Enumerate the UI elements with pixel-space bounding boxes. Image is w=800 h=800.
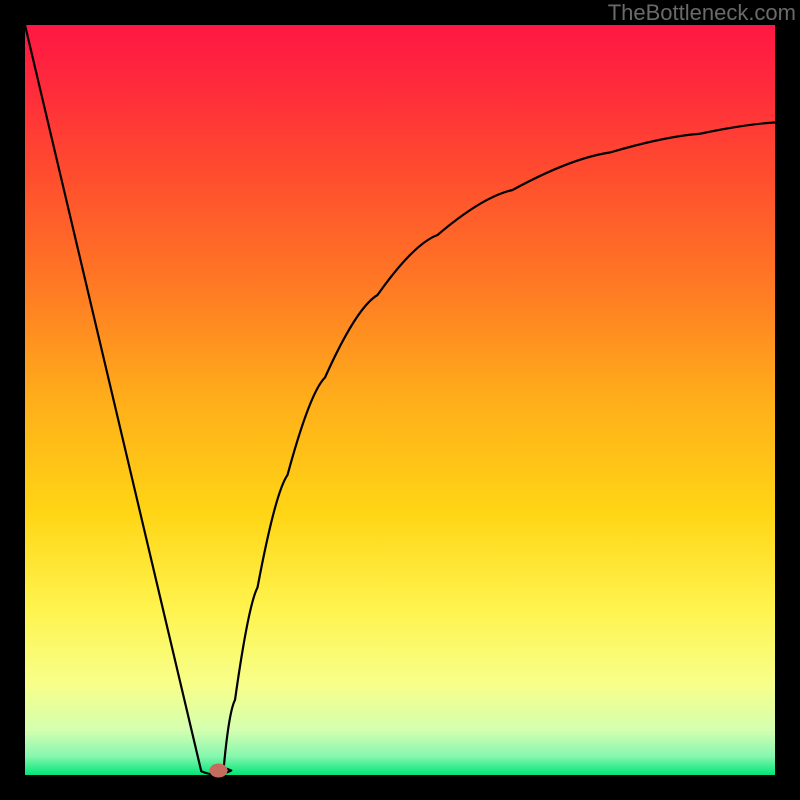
bottleneck-chart <box>0 0 800 800</box>
minimum-point-marker <box>210 764 228 778</box>
plot-background <box>25 25 775 775</box>
chart-root: TheBottleneck.com <box>0 0 800 800</box>
watermark-label: TheBottleneck.com <box>608 0 796 26</box>
